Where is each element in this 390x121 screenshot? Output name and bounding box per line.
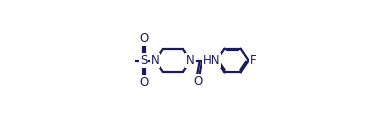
Text: F: F bbox=[250, 54, 256, 67]
Text: HN: HN bbox=[203, 54, 220, 67]
Text: O: O bbox=[193, 75, 202, 88]
Text: N: N bbox=[186, 54, 195, 67]
Text: S: S bbox=[140, 54, 147, 67]
Text: O: O bbox=[139, 76, 148, 89]
Text: O: O bbox=[139, 32, 148, 45]
Text: N: N bbox=[151, 54, 160, 67]
